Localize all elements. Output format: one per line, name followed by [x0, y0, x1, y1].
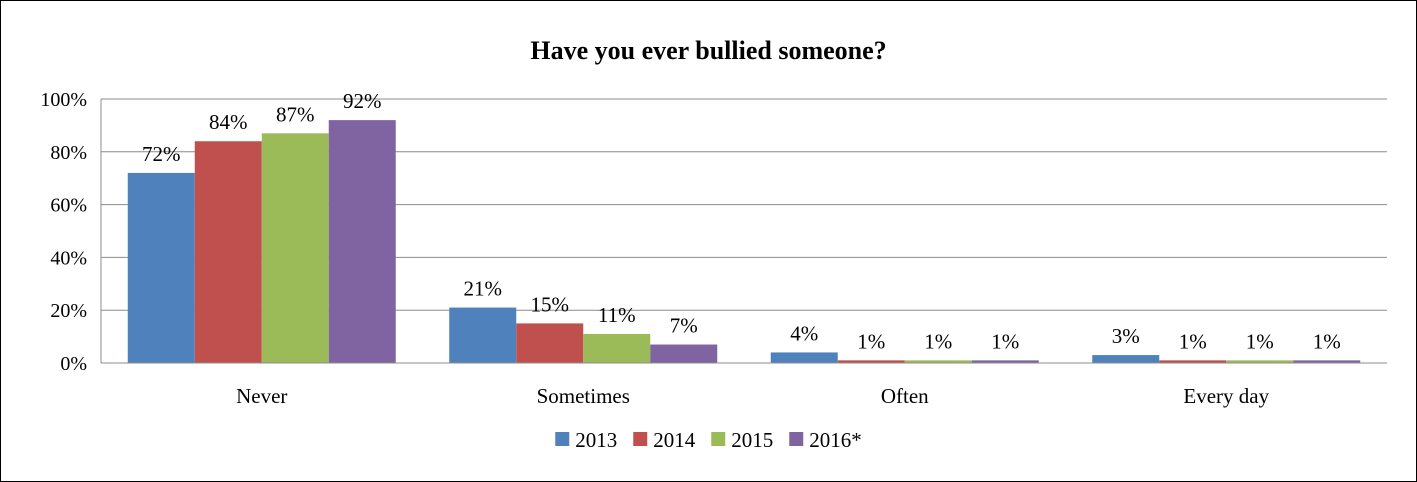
- bar: [328, 120, 396, 364]
- legend-swatch: [633, 432, 648, 446]
- chart-title: Have you ever bullied someone?: [530, 36, 887, 65]
- data-label: 84%: [209, 110, 248, 134]
- bar: [837, 360, 905, 363]
- bar: [650, 344, 718, 363]
- y-tick-label: 60%: [50, 195, 87, 217]
- x-category-label: Sometimes: [537, 384, 630, 408]
- bar: [516, 323, 584, 363]
- y-tick-label: 40%: [50, 247, 87, 269]
- bar: [449, 307, 517, 363]
- legend-swatch: [711, 432, 726, 446]
- data-label: 15%: [531, 292, 570, 316]
- data-label: 87%: [276, 102, 315, 126]
- data-label: 1%: [857, 329, 885, 353]
- bar: [1293, 360, 1361, 363]
- data-label: 92%: [343, 89, 382, 113]
- legend-label: 2015: [731, 428, 773, 452]
- x-category-label: Often: [881, 384, 929, 408]
- data-label: 7%: [670, 314, 698, 338]
- y-tick-label: 0%: [60, 353, 87, 375]
- x-category-label: Never: [236, 384, 287, 408]
- y-tick-label: 80%: [50, 142, 87, 164]
- bar: [1159, 360, 1227, 363]
- bar: [904, 360, 972, 363]
- legend-label: 2013: [575, 428, 617, 452]
- data-label: 4%: [790, 321, 818, 345]
- data-label: 1%: [924, 329, 952, 353]
- bar: [261, 133, 329, 363]
- bar: [583, 333, 651, 363]
- legend-swatch: [789, 432, 804, 446]
- legend-label: 2014: [653, 428, 696, 452]
- data-label: 1%: [991, 329, 1019, 353]
- data-label: 11%: [598, 303, 636, 327]
- data-label: 3%: [1112, 324, 1140, 348]
- data-label: 1%: [1179, 329, 1207, 353]
- data-label: 21%: [464, 277, 503, 301]
- legend-swatch: [555, 432, 570, 446]
- bar: [1226, 360, 1294, 363]
- y-tick-label: 100%: [40, 89, 87, 111]
- data-label: 1%: [1246, 329, 1274, 353]
- bar: [770, 352, 838, 363]
- data-label: 1%: [1313, 329, 1341, 353]
- legend-label: 2016*: [809, 428, 862, 452]
- bar: [127, 172, 195, 363]
- bar: [971, 360, 1039, 363]
- bar: [194, 141, 262, 363]
- data-label: 72%: [142, 142, 181, 166]
- y-tick-label: 20%: [50, 300, 87, 322]
- x-category-label: Every day: [1183, 384, 1269, 408]
- bar: [1092, 355, 1160, 363]
